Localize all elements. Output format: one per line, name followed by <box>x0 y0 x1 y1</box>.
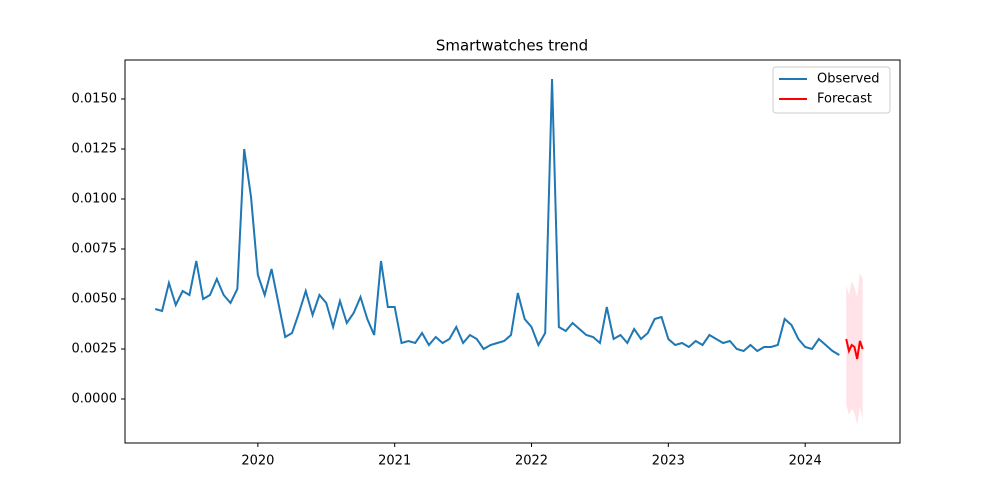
x-tick-label: 2024 <box>789 454 822 469</box>
legend-label: Observed <box>817 72 880 87</box>
series-line <box>154 78 840 356</box>
plot-frame <box>124 59 901 444</box>
x-tick-label: 2020 <box>241 454 274 469</box>
series-line <box>845 338 864 360</box>
y-tick-label: 0.0150 <box>72 92 118 107</box>
y-tick-label: 0.0000 <box>72 392 118 407</box>
y-tick-label: 0.0100 <box>72 192 118 207</box>
x-tick-label: 2023 <box>652 454 685 469</box>
x-tick-label: 2022 <box>515 454 548 469</box>
legend-label: Forecast <box>817 92 872 107</box>
y-tick-label: 0.0025 <box>72 342 118 357</box>
chart-title: Smartwatches trend <box>436 37 588 55</box>
x-tick-label: 2021 <box>378 454 411 469</box>
y-tick-label: 0.0050 <box>72 292 118 307</box>
y-tick-label: 0.0075 <box>72 242 118 257</box>
y-tick-label: 0.0125 <box>72 142 118 157</box>
